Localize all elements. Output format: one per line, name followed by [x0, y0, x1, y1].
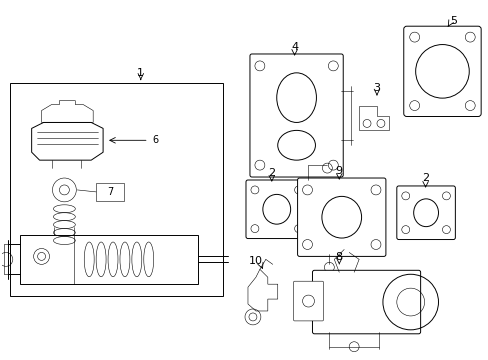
Text: 3: 3	[373, 83, 380, 93]
Bar	[10, 83, 223, 296]
Text: 6: 6	[152, 135, 159, 145]
Text: 1: 1	[137, 68, 144, 78]
FancyBboxPatch shape	[403, 26, 480, 117]
FancyBboxPatch shape	[396, 186, 454, 239]
FancyBboxPatch shape	[297, 178, 385, 256]
Text: 5: 5	[449, 16, 456, 26]
Text: 2: 2	[268, 168, 275, 178]
FancyBboxPatch shape	[293, 281, 323, 321]
Bar	[96, 183, 123, 201]
Text: 8: 8	[335, 252, 342, 262]
Text: 2: 2	[421, 173, 428, 183]
Text: 10: 10	[248, 256, 263, 266]
FancyBboxPatch shape	[312, 270, 420, 334]
Text: 7: 7	[107, 187, 113, 197]
Text: 9: 9	[335, 166, 342, 176]
Text: 4: 4	[290, 42, 298, 52]
FancyBboxPatch shape	[249, 54, 343, 177]
FancyBboxPatch shape	[245, 180, 307, 239]
